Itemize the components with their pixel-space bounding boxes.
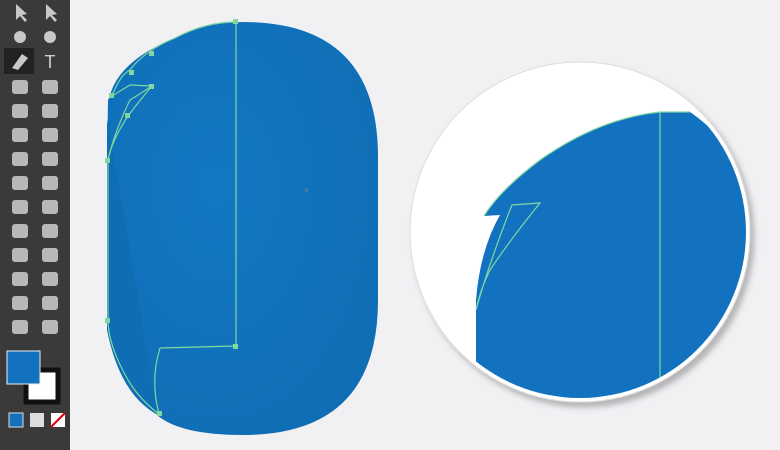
anchor-point bbox=[149, 84, 154, 89]
anchor-point bbox=[105, 158, 110, 163]
gradient-mode[interactable] bbox=[30, 413, 44, 427]
tool-icon[interactable] bbox=[42, 296, 58, 310]
tool-icon[interactable] bbox=[12, 152, 28, 166]
none-slash bbox=[50, 412, 66, 428]
tool-icon[interactable] bbox=[12, 176, 28, 190]
center-mark: × bbox=[304, 186, 309, 195]
blue-shape bbox=[107, 22, 378, 435]
type-tool[interactable]: T bbox=[45, 52, 56, 72]
tool-icon[interactable] bbox=[42, 80, 58, 94]
tool-icon[interactable] bbox=[12, 248, 28, 262]
magic-wand-tool[interactable] bbox=[14, 31, 26, 43]
pen-tool[interactable] bbox=[12, 54, 28, 70]
direct-selection-tool[interactable] bbox=[46, 4, 57, 22]
tool-icon[interactable] bbox=[42, 224, 58, 238]
tool-icon[interactable] bbox=[12, 128, 28, 142]
anchor-point bbox=[157, 411, 162, 416]
tool-icon[interactable] bbox=[12, 296, 28, 310]
tool-icon[interactable] bbox=[42, 104, 58, 118]
fill-swatch-front[interactable] bbox=[6, 350, 41, 385]
anchor-point bbox=[125, 113, 130, 118]
tool-icon[interactable] bbox=[42, 152, 58, 166]
anchor-point bbox=[233, 19, 238, 24]
tool-icon[interactable] bbox=[42, 248, 58, 262]
tool-icon[interactable] bbox=[12, 200, 28, 214]
tool-icon[interactable] bbox=[12, 320, 28, 334]
tool-icon[interactable] bbox=[42, 272, 58, 286]
zoom-lens bbox=[409, 61, 751, 403]
anchor-point bbox=[109, 93, 114, 98]
tool-icon[interactable] bbox=[12, 80, 28, 94]
anchor-point bbox=[149, 51, 154, 56]
tool-icon[interactable] bbox=[42, 320, 58, 334]
tool-icon[interactable] bbox=[42, 176, 58, 190]
tool-icon[interactable] bbox=[42, 128, 58, 142]
toolbar: T bbox=[0, 0, 70, 450]
artwork: × bbox=[105, 19, 378, 435]
lens-path bbox=[475, 111, 690, 380]
lens-shape bbox=[476, 112, 746, 398]
tool-icon[interactable] bbox=[42, 200, 58, 214]
anchor-point bbox=[233, 344, 238, 349]
anchor-point bbox=[129, 70, 134, 75]
anchor-point bbox=[105, 318, 110, 323]
tool-icon[interactable] bbox=[12, 272, 28, 286]
selection-tool[interactable] bbox=[16, 4, 27, 22]
tool-icon[interactable] bbox=[12, 224, 28, 238]
tool-icon[interactable] bbox=[12, 104, 28, 118]
blue-shape-left bbox=[107, 120, 158, 415]
color-mode[interactable] bbox=[8, 412, 24, 428]
lasso-tool[interactable] bbox=[44, 31, 56, 43]
